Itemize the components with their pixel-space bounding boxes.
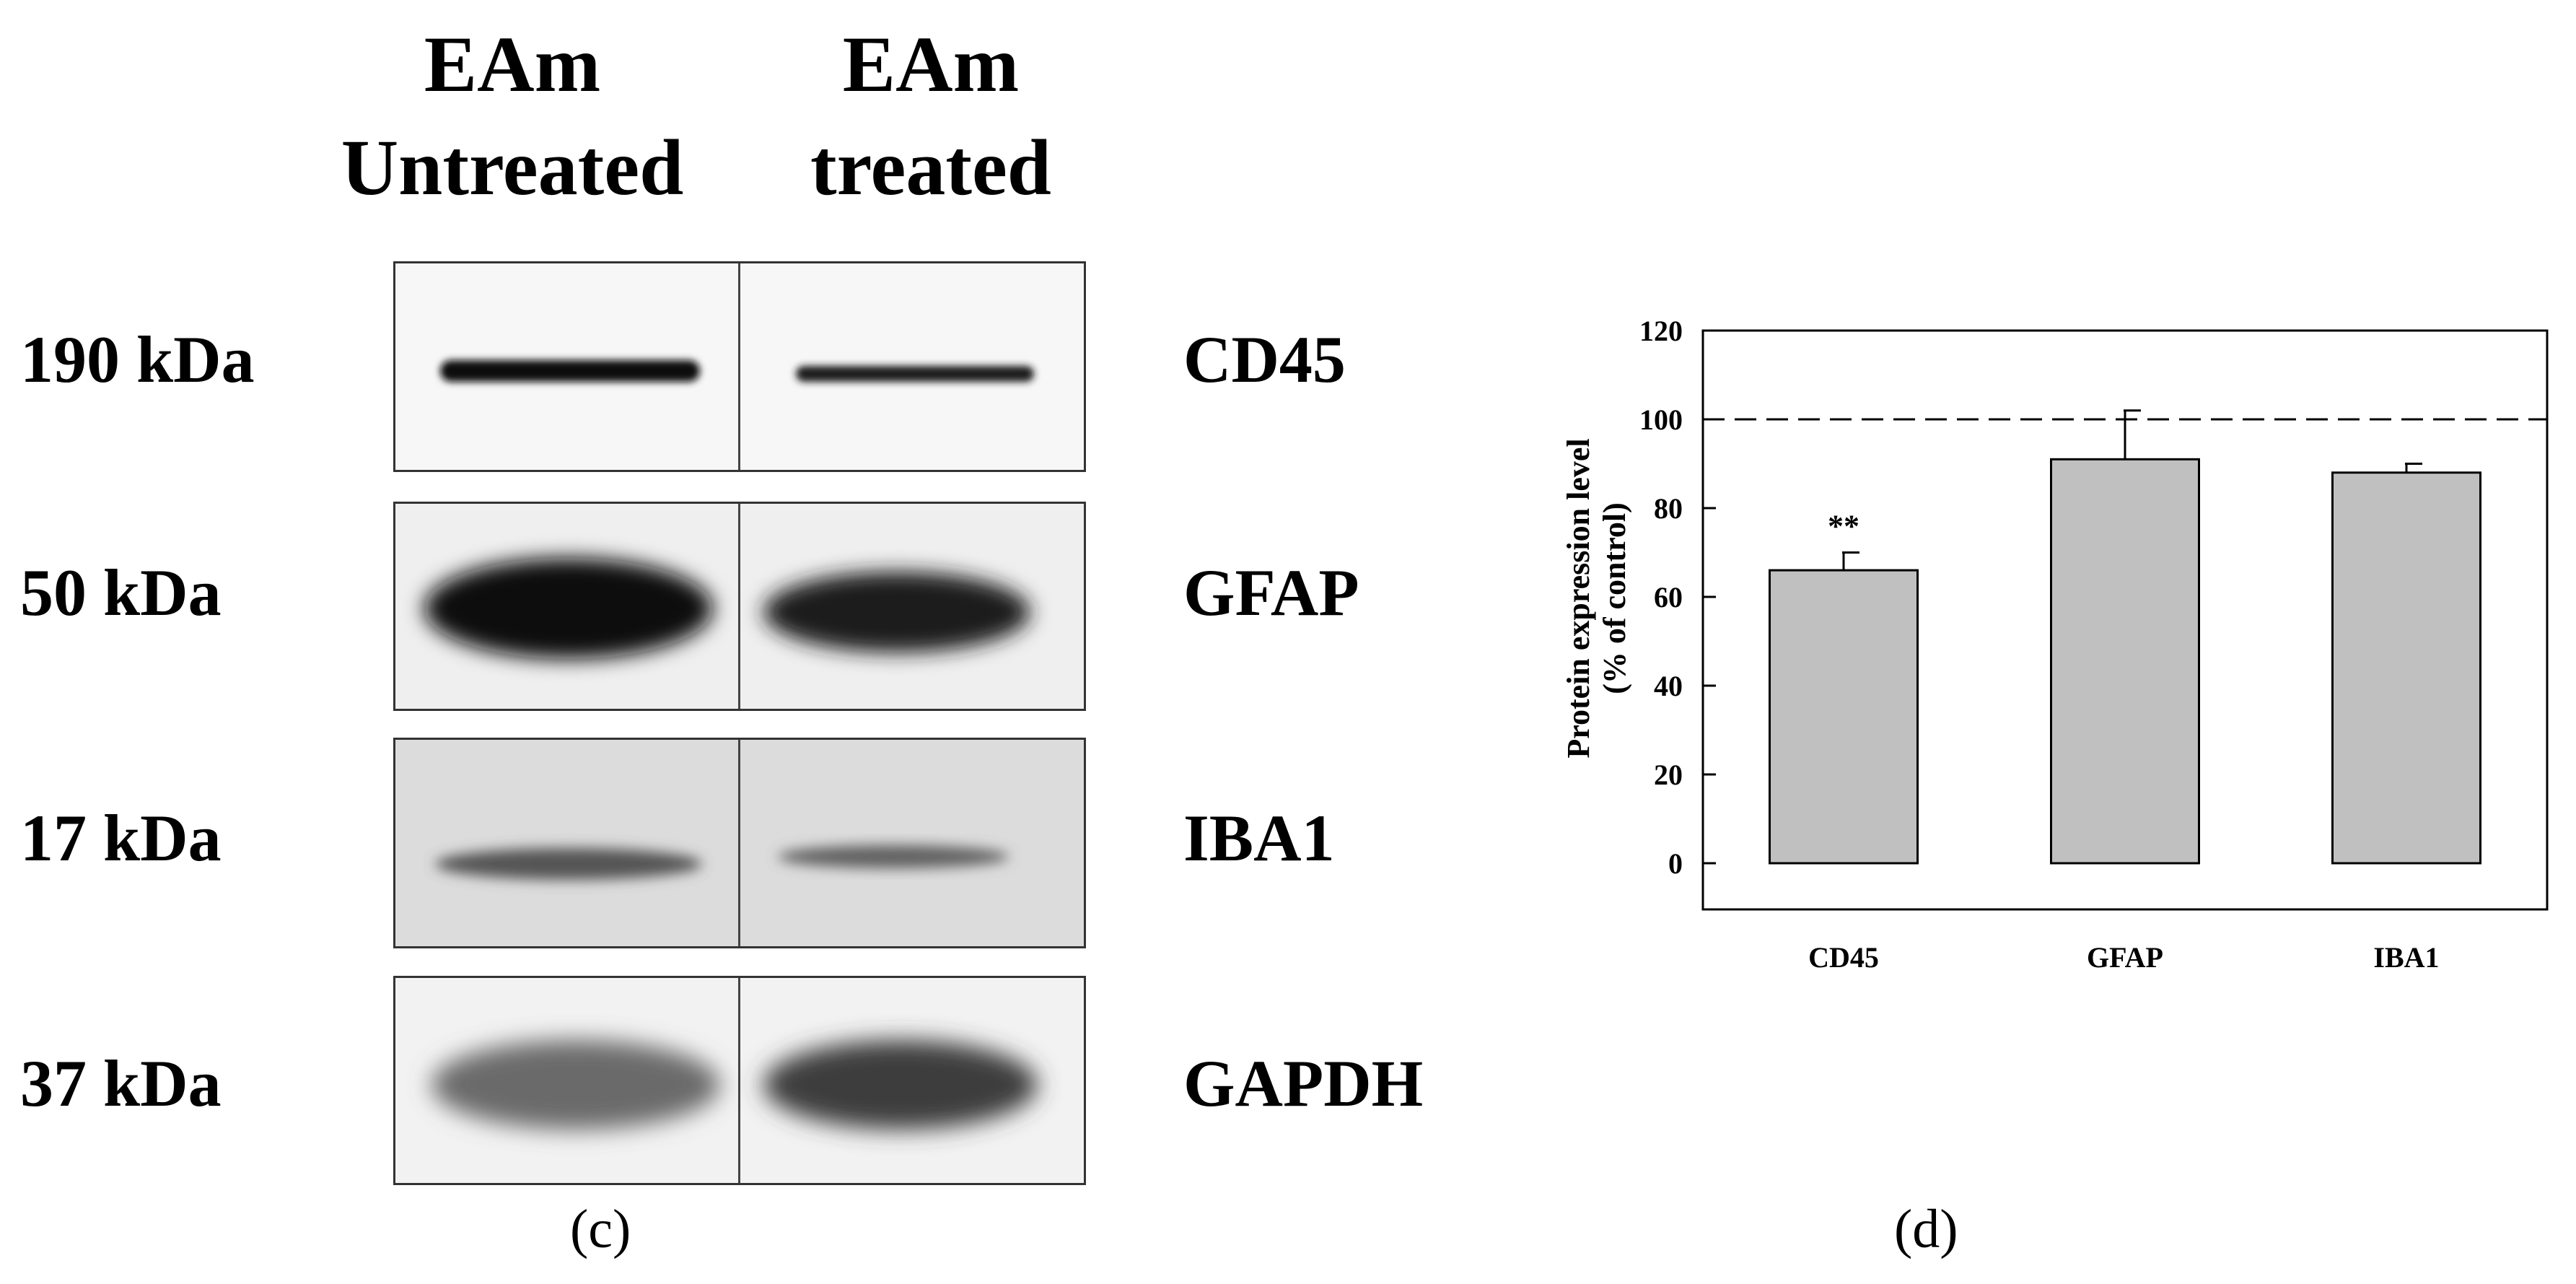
y-axis-label-line1: Protein expression level — [1561, 438, 1596, 758]
y-tick-label: 60 — [1654, 581, 1683, 613]
plot-frame — [1701, 329, 2549, 911]
x-tick-label-iba1: IBA1 — [2373, 941, 2439, 974]
lane-header-treated-line1: EAm — [842, 20, 1020, 108]
blot-gfap — [393, 502, 1086, 711]
y-tick-label: 120 — [1639, 315, 1683, 347]
y-axis-label: Protein expression level (% of control) — [1561, 438, 1632, 758]
panel-label-c: (c) — [570, 1199, 631, 1259]
protein-label-gfap: GFAP — [1183, 556, 1359, 629]
y-tick-label: 80 — [1654, 492, 1683, 525]
y-tick-label: 100 — [1639, 403, 1683, 436]
lane-header-untreated-line2: Untreated — [341, 123, 684, 211]
lane-header-untreated: EAm Untreated — [310, 13, 714, 219]
band-iba1-untreated — [435, 848, 702, 880]
protein-label-cd45: CD45 — [1183, 323, 1346, 396]
blot-gapdh — [393, 976, 1086, 1185]
blot-cd45 — [393, 261, 1086, 472]
y-tick-label: 40 — [1654, 670, 1683, 702]
y-axis-label-line2: (% of control) — [1597, 502, 1632, 694]
band-gapdh-untreated — [431, 1040, 720, 1130]
mw-label-gfap: 50 kDa — [20, 556, 222, 629]
y-tick-label: 20 — [1654, 759, 1683, 791]
lane-header-treated-line2: treated — [810, 123, 1051, 211]
x-tick-label-cd45: CD45 — [1808, 941, 1879, 974]
significance-marker: ** — [1828, 509, 1859, 544]
bar-cd45 — [1769, 569, 1919, 865]
blot-iba1 — [393, 738, 1086, 948]
band-gapdh-treated — [763, 1040, 1038, 1130]
band-gfap-untreated — [424, 558, 713, 659]
bar-chart: 0 20 40 60 80 100 120 CD45 GFAP IBA1 ** Protein exp… — [1561, 315, 2549, 974]
band-cd45-untreated — [440, 360, 700, 382]
mw-label-iba1: 17 kDa — [20, 801, 222, 875]
y-tick-label: 0 — [1668, 847, 1683, 880]
x-tick-label-gfap: GFAP — [2087, 941, 2163, 974]
protein-label-iba1: IBA1 — [1183, 801, 1335, 875]
bar-gfap — [2050, 458, 2200, 865]
mw-label-gapdh: 37 kDa — [20, 1047, 222, 1120]
protein-label-gapdh: GAPDH — [1183, 1047, 1424, 1120]
band-iba1-treated — [778, 845, 1009, 868]
band-gfap-treated — [763, 572, 1030, 652]
lane-header-untreated-line1: EAm — [424, 20, 601, 108]
mw-label-cd45: 190 kDa — [20, 323, 255, 396]
lane-header-treated: EAm treated — [750, 13, 1111, 219]
panel-label-d: (d) — [1894, 1199, 1958, 1259]
bar-iba1 — [2331, 471, 2481, 865]
band-cd45-treated — [796, 366, 1034, 382]
